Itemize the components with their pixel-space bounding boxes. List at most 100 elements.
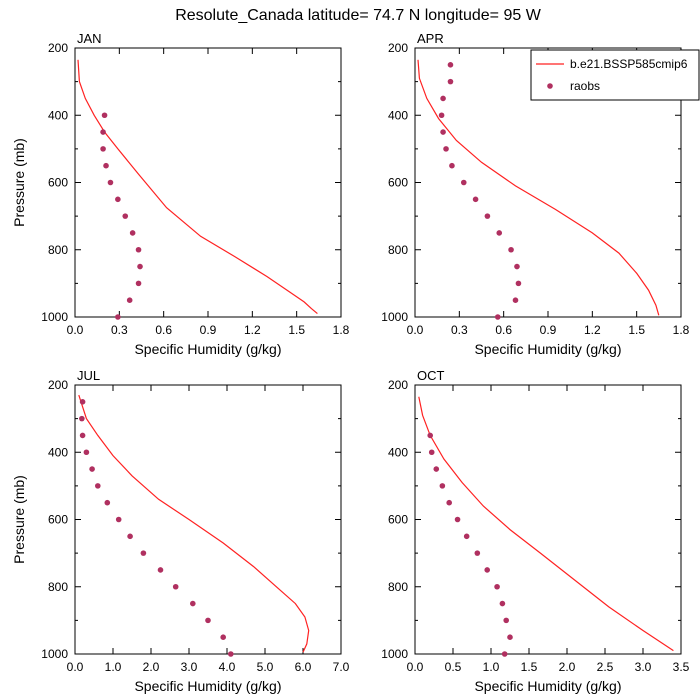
x-tick-label: 4.0 [219,660,236,674]
raobs-point [433,466,440,472]
raobs-point [104,499,111,506]
raobs-point [228,651,234,657]
raobs-point [100,129,106,135]
raobs-point [127,533,133,540]
x-tick-label: 0.3 [111,323,128,337]
raobs-point [443,146,449,152]
raobs-point [140,550,147,556]
y-tick-label: 400 [48,108,68,122]
panel-jan: JAN 0.0 0.3 0.6 0.9 1.2 1.5 1.8 200 400 600 800 1000… [11,31,350,357]
x-tick-label: 0.6 [495,323,512,337]
raobs-point [205,617,211,624]
y-tick-label: 200 [388,378,408,392]
y-tick-label: 400 [388,445,408,459]
x-tick-label: 0.3 [451,323,468,337]
y-tick-label: 1000 [41,647,68,661]
panel-label: JUL [77,368,100,383]
panel-apr: APR 0.0 0.3 0.6 0.9 1.2 1.5 1.8 200 400 600 800 1000… [381,31,689,357]
legend-obs-label: raobs [570,79,600,93]
x-tick-label: 1.2 [244,323,261,337]
y-tick-label: 1000 [41,310,68,324]
raobs-point [496,230,503,236]
legend-model-label: b.e21.BSSP585cmip6 [570,57,688,71]
plot-frame [74,47,342,318]
x-axis-title: Specific Humidity (g/kg) [474,341,621,357]
x-axis-title: Specific Humidity (g/kg) [474,678,621,694]
panel-label: APR [417,31,444,46]
x-tick-label: 2.0 [559,660,576,674]
x-tick-label: 0.6 [155,323,172,337]
raobs-point [438,112,445,119]
raobs-point [440,95,446,102]
raobs-point [79,432,86,439]
raobs-point [79,415,85,422]
panel-oct: OCT 0.0 0.5 1.0 1.5 2.0 2.5 3.0 3.5 200 400 600 800 1… [381,368,689,694]
model-profile-line [78,394,310,653]
raobs-point [440,129,446,135]
x-axis-title: Specific Humidity (g/kg) [134,678,281,694]
raobs-point [115,516,122,523]
x-tick-label: 1.5 [288,323,305,337]
x-tick-label: 1.2 [584,323,601,337]
raobs-point [137,263,143,270]
legend-obs-swatch [547,83,553,89]
raobs-point [126,297,133,303]
raobs-point [100,146,106,152]
x-tick-label: 1.8 [333,323,350,337]
panel-label: OCT [417,368,445,383]
raobs-point [122,213,129,219]
panel-jul: JUL 0.0 1.0 2.0 3.0 4.0 5.0 6.0 7.0 200 400 600 800 1… [11,368,350,694]
model-profile-line [417,59,660,316]
raobs-point [157,567,164,573]
y-tick-label: 200 [48,41,68,55]
raobs-point [115,314,121,320]
raobs-point [83,449,90,456]
raobs-point [190,600,196,607]
y-tick-label: 800 [388,580,408,594]
raobs-point [494,583,500,590]
raobs-point [507,634,513,640]
raobs-point [447,62,454,68]
x-tick-label: 5.0 [257,660,274,674]
raobs-point [474,550,481,556]
raobs-point [484,567,491,573]
raobs-point [439,483,446,489]
plot-frame [74,384,342,655]
y-tick-label: 200 [48,378,68,392]
raobs-point [449,162,455,169]
raobs-point [472,196,479,203]
panel-label: JAN [77,31,102,46]
x-tick-label: 3.0 [635,660,652,674]
chart-title: Resolute_Canada latitude= 74.7 N longitu… [175,7,541,24]
raobs-point [484,213,491,219]
raobs-point [115,196,121,203]
y-axis-title: Pressure (mb) [11,138,27,227]
raobs-point [463,533,470,540]
y-tick-label: 200 [388,41,408,55]
model-profile-line [418,396,674,652]
legend-box [530,49,700,101]
x-tick-label: 1.5 [521,660,538,674]
raobs-point [135,246,142,253]
raobs-point [460,179,467,186]
raobs-point [446,499,453,506]
y-tick-label: 1000 [381,310,408,324]
x-tick-label: 0.5 [445,660,462,674]
y-tick-label: 400 [48,445,68,459]
y-tick-label: 800 [48,243,68,257]
x-tick-label: 3.0 [181,660,198,674]
raobs-point [454,516,461,523]
x-tick-label: 0.0 [407,660,424,674]
raobs-point [494,314,501,320]
x-tick-label: 1.0 [483,660,500,674]
x-tick-label: 0.9 [540,323,557,337]
raobs-point [89,466,95,472]
x-tick-label: 6.0 [295,660,312,674]
y-tick-label: 800 [388,243,408,257]
x-tick-label: 2.0 [143,660,160,674]
x-tick-label: 3.5 [673,660,690,674]
raobs-point [79,399,86,405]
y-tick-label: 600 [48,176,68,190]
raobs-point [508,246,514,253]
